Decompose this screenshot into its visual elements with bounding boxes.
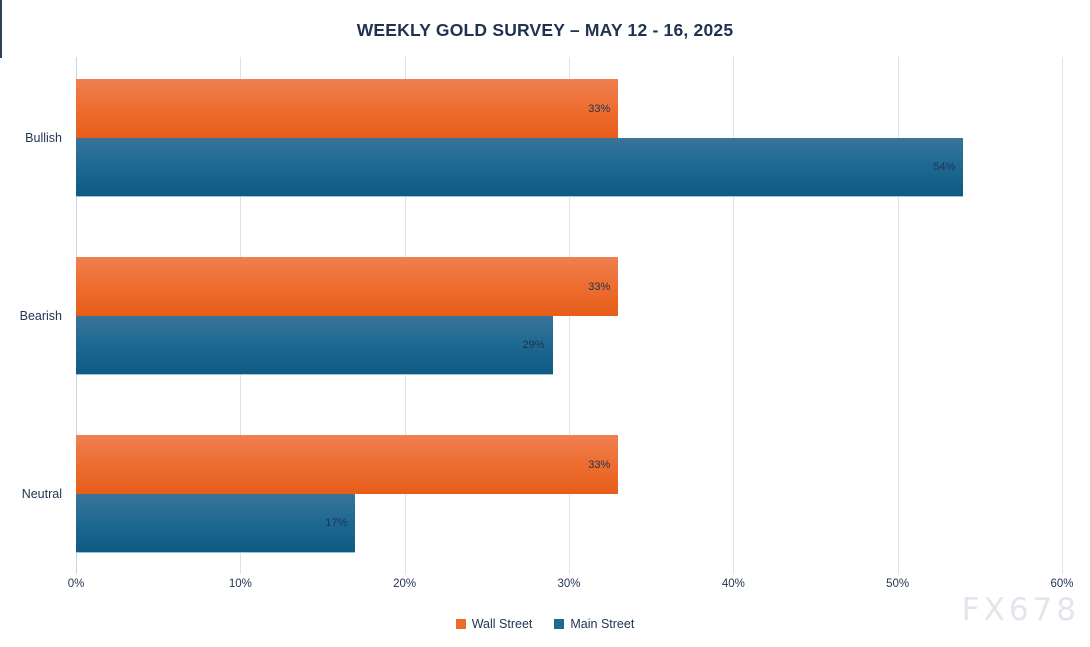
gridline-40pct	[733, 57, 735, 574]
x-axis-tick-labels: 0% 10% 20% 30% 40% 50% 60%	[68, 578, 1074, 598]
legend-item-main-street[interactable]: Main Street	[554, 617, 634, 631]
x-tick-60pct: 60%	[1050, 578, 1074, 590]
bar-bullish-main-street[interactable]: 54%	[76, 138, 964, 197]
bar-group-bullish: 33% 54%	[76, 79, 1062, 198]
left-edge-accent	[0, 0, 2, 58]
x-tick-10pct: 10%	[228, 578, 252, 590]
category-label-neutral: Neutral	[21, 487, 62, 501]
x-tick-50pct: 50%	[886, 578, 910, 590]
watermark-text: FX678	[961, 592, 1080, 628]
chart-legend: Wall Street Main Street	[0, 617, 1090, 631]
bar-value-label: 17%	[325, 517, 348, 529]
x-tick-20pct: 20%	[393, 578, 417, 590]
legend-item-wall-street[interactable]: Wall Street	[455, 617, 533, 631]
bar-bullish-wall-street[interactable]: 33%	[76, 79, 619, 138]
gridline-60pct	[1062, 57, 1063, 574]
gridline-50pct	[897, 57, 899, 574]
bar-bearish-wall-street[interactable]: 33%	[76, 257, 619, 316]
legend-label: Main Street	[570, 617, 635, 631]
legend-swatch-icon	[554, 619, 565, 629]
bar-value-label: 33%	[588, 102, 611, 115]
bar-group-bearish: 33% 29%	[76, 257, 1062, 376]
category-label-bullish: Bullish	[25, 131, 62, 145]
chart-title: WEEKLY GOLD SURVEY – MAY 12 - 16, 2025	[356, 20, 734, 40]
bar-value-label: 54%	[933, 161, 956, 173]
x-tick-40pct: 40%	[721, 578, 745, 590]
legend-label: Wall Street	[471, 617, 533, 631]
bar-group-neutral: 33% 17%	[76, 435, 1062, 554]
bar-value-label: 33%	[588, 458, 611, 471]
category-label-bearish: Bearish	[19, 309, 62, 323]
bar-bearish-main-street[interactable]: 29%	[76, 316, 553, 375]
category-axis: Bullish Bearish Neutral	[0, 57, 76, 574]
bar-value-label: 33%	[588, 280, 611, 293]
x-tick-0pct: 0%	[67, 578, 85, 590]
plot-area: 33% 54% 33% 29% 33% 17%	[76, 57, 1063, 574]
legend-swatch-icon	[455, 619, 466, 629]
bar-neutral-main-street[interactable]: 17%	[76, 494, 356, 553]
x-tick-30pct: 30%	[557, 578, 581, 590]
bar-value-label: 29%	[522, 339, 545, 351]
bar-neutral-wall-street[interactable]: 33%	[76, 435, 619, 494]
